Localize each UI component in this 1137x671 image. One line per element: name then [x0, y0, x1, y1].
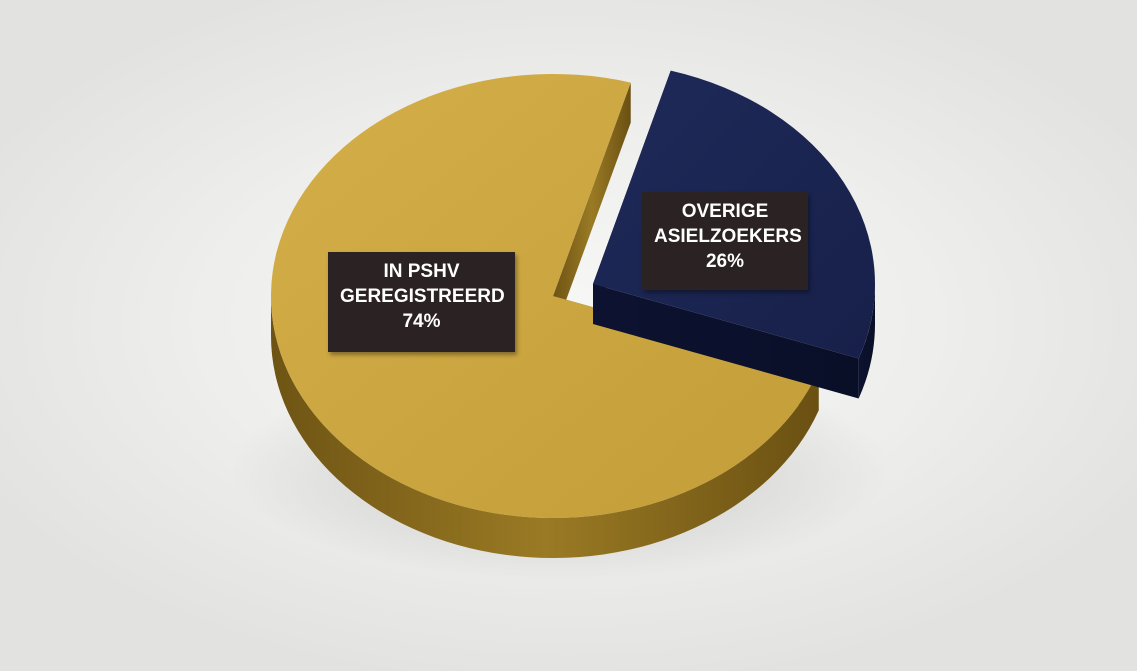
slice-label-overige: OVERIGE ASIELZOEKERS 26%	[642, 192, 808, 290]
pie-slice-in-pshv	[271, 73, 819, 518]
slice-label-in-pshv: IN PSHV GEREGISTREERD 74%	[328, 252, 515, 352]
slice-label-line1: IN PSHV	[383, 261, 460, 282]
slice-value-label: 26%	[705, 251, 745, 272]
slice-label-line1: OVERIGE	[681, 201, 769, 222]
pie-slice-in-pshv-side	[271, 296, 819, 559]
slice-value-label: 74%	[402, 311, 441, 332]
slice-label-line2: ASIELZOEKERS	[654, 226, 802, 247]
pie-slice-in-pshv-cut-end	[553, 82, 631, 336]
slice-label-line2: GEREGISTREERD	[340, 286, 505, 307]
pie-slice-overige-cut-end	[593, 284, 859, 399]
pie-slice-overige-side	[858, 284, 875, 399]
